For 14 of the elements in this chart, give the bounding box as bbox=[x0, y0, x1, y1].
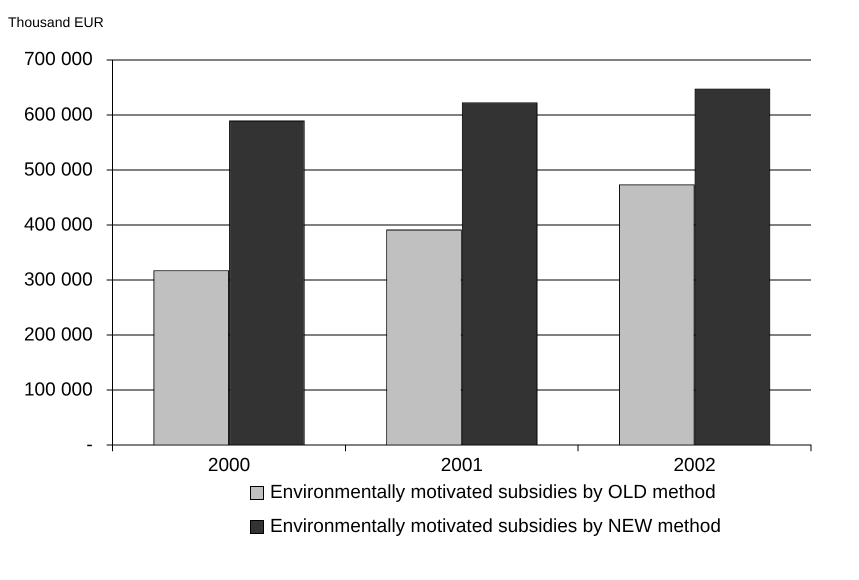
y-tick-label: 700 000 bbox=[24, 49, 93, 70]
y-tick-label: - bbox=[86, 434, 93, 456]
legend-label: Environmentally motivated subsidies by OLD method bbox=[270, 482, 716, 504]
y-tick-label: 400 000 bbox=[24, 214, 93, 236]
y-tick-label: 500 000 bbox=[24, 159, 93, 180]
y-tick-label: 100 000 bbox=[24, 379, 93, 400]
y-tick-label: 200 000 bbox=[24, 324, 93, 346]
y-tick-label: 600 000 bbox=[24, 104, 93, 126]
y-tick-label: 300 000 bbox=[24, 269, 93, 290]
x-tick-label: 2001 bbox=[440, 454, 483, 476]
x-tick-label: 2002 bbox=[673, 454, 716, 476]
legend-label: Environmentally motivated subsidies by NEW method bbox=[270, 516, 721, 538]
x-tick-label: 2000 bbox=[208, 454, 250, 476]
y-axis-title: Thousand EUR bbox=[8, 14, 104, 30]
